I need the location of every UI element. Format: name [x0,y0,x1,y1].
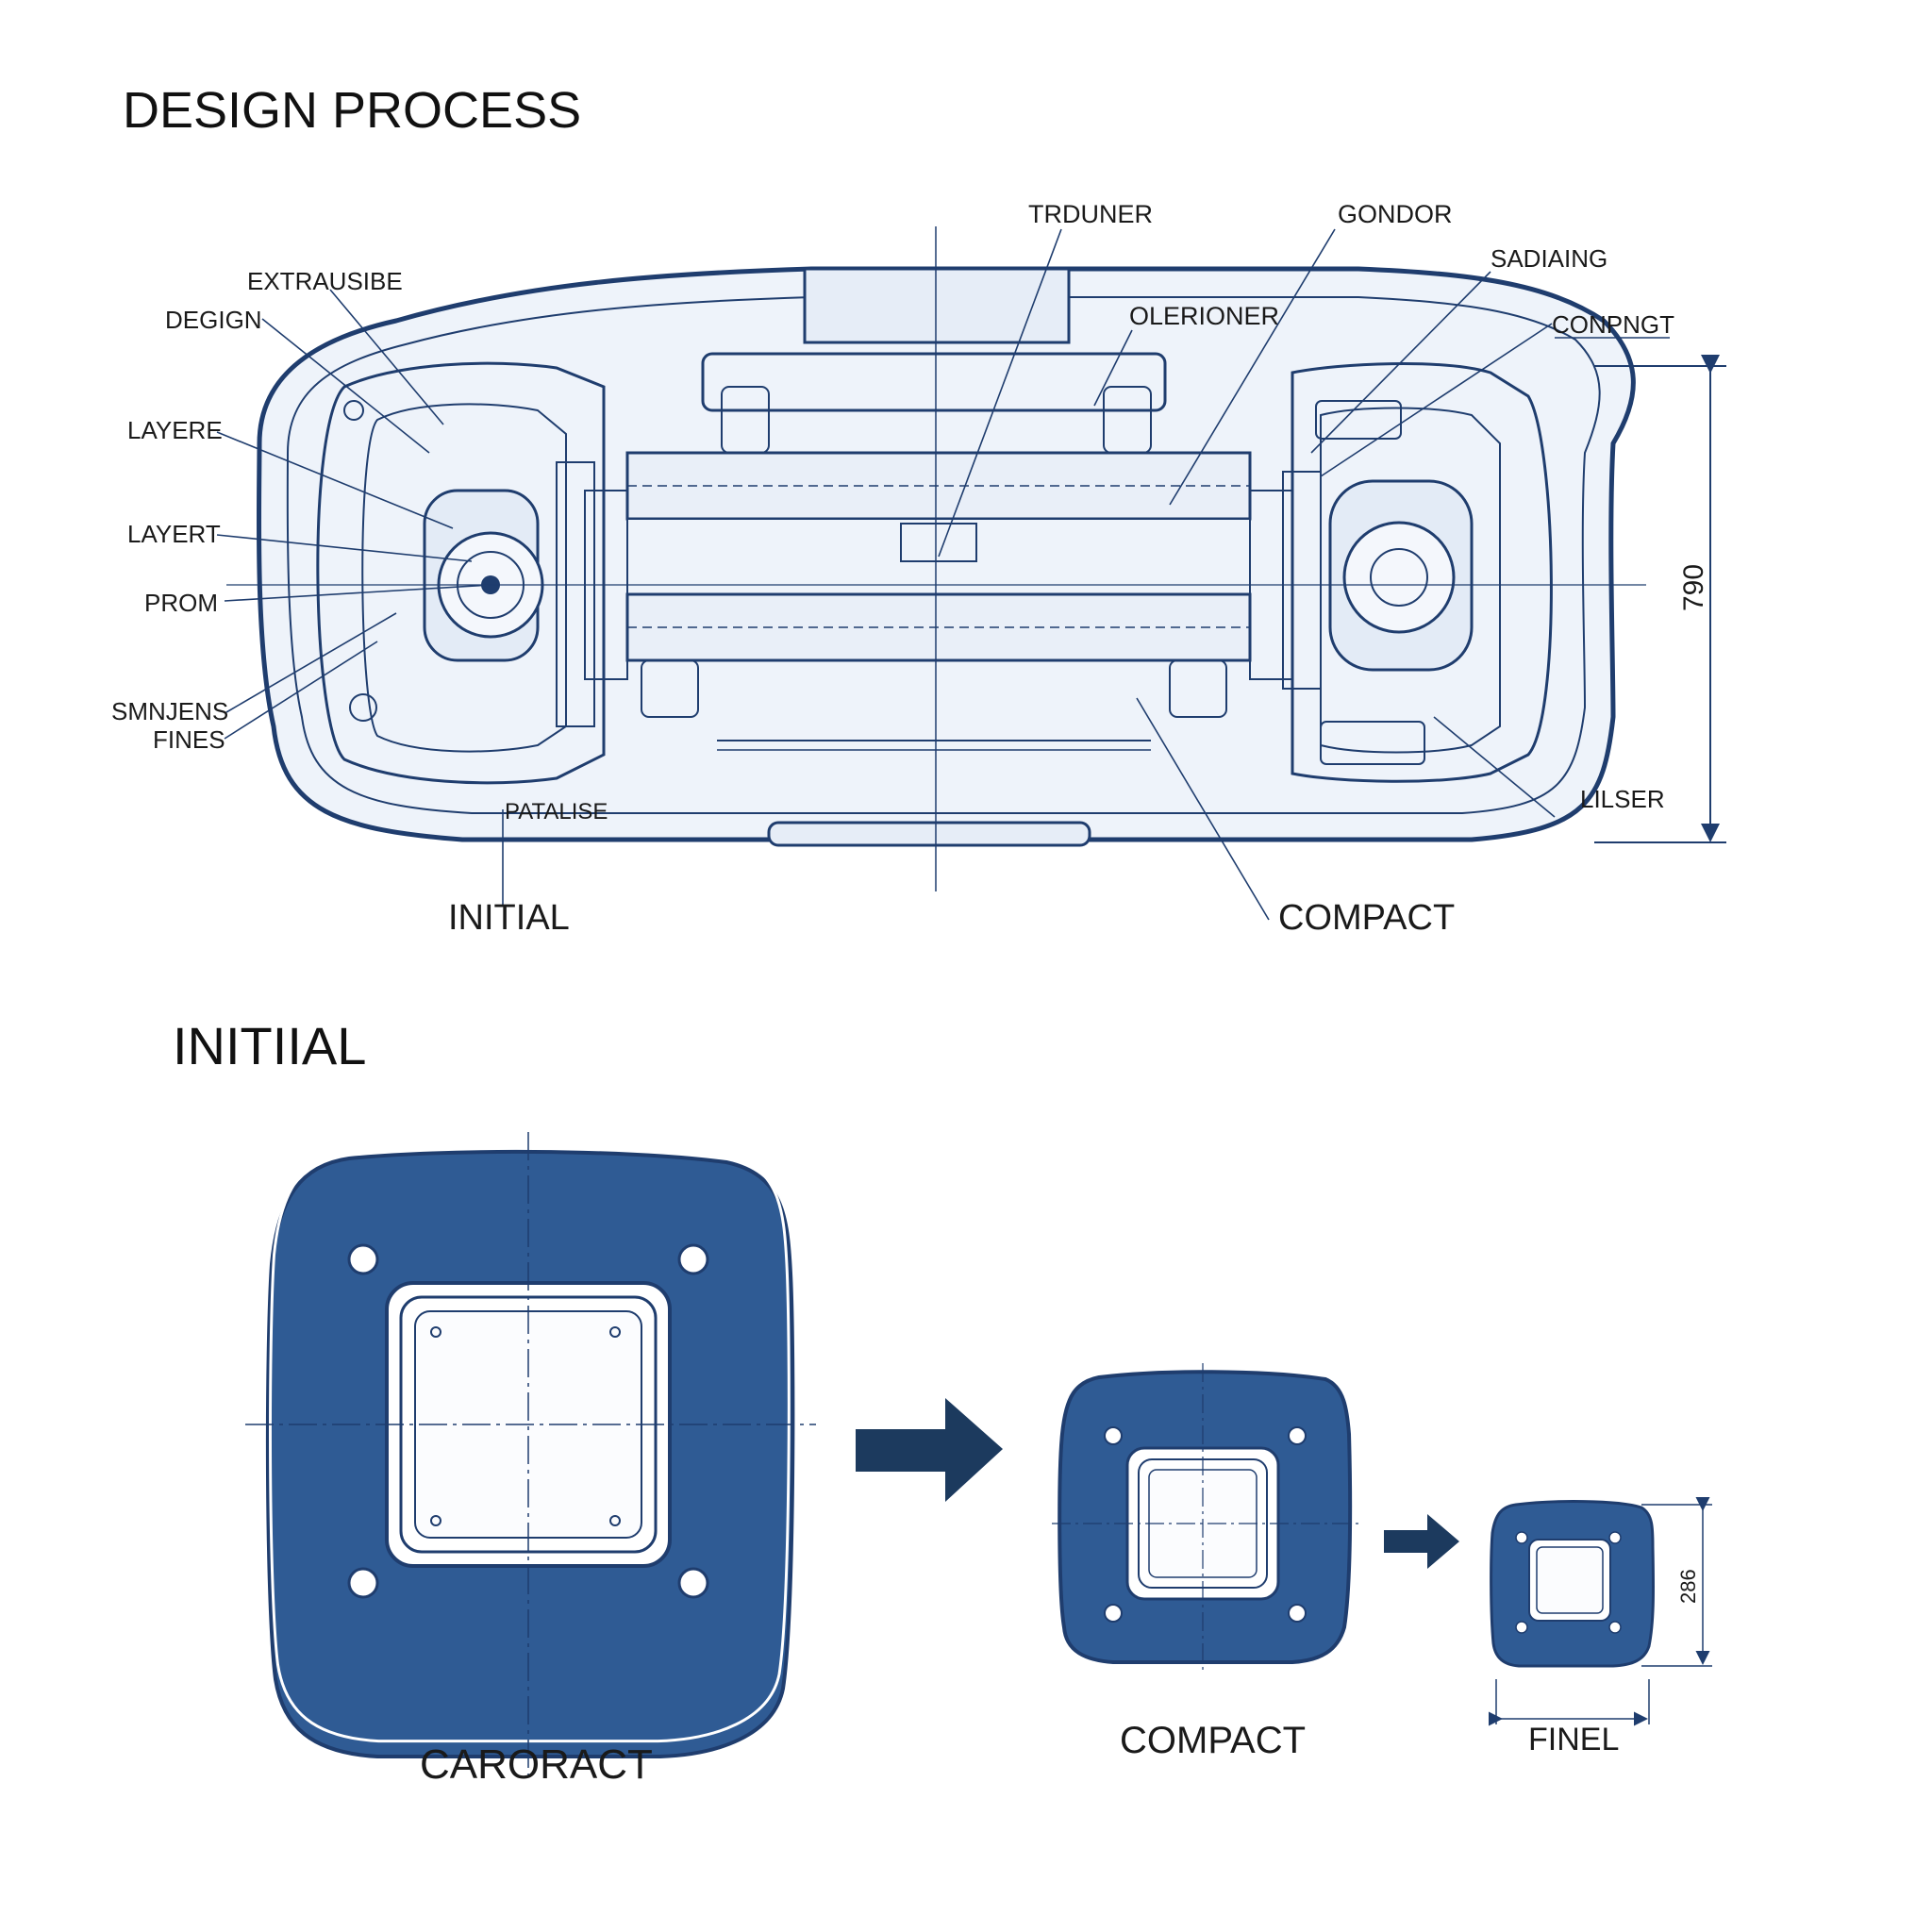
label-layere: LAYERE [127,416,223,444]
label-trduner: TRDUNER [1028,200,1153,228]
top-handle [803,267,1071,344]
label-prom: PROM [144,589,218,617]
label-olerioner: OLERIONER [1129,302,1279,330]
stage-arrow-2 [1384,1514,1459,1569]
device-inner-shell [286,296,1601,814]
label-fines: FINES [153,725,225,754]
dimension-286: 286 [1676,1569,1700,1604]
right-wheel [1342,521,1456,634]
right-chamber [1282,362,1553,783]
leader-lines [216,228,1670,921]
label-smnjens: SMNJENS [111,697,228,725]
top-device-blueprint [226,226,1646,891]
bottom-slot [767,821,1091,847]
top-dimension [1594,355,1726,843]
label-lilser: LILSER [1580,785,1665,813]
heading-initial: INITIIAL [173,1016,366,1075]
label-layert: LAYERT [127,520,221,548]
label-extrausibe: EXTRAUSIBE [247,267,403,295]
stage-label-1: CARORACT [420,1741,653,1788]
label-deigin: DEGIGN [165,306,262,334]
label-initial: INITIAL [448,898,570,938]
stage-arrow-1 [856,1398,1003,1502]
stage-medium-square [1052,1363,1358,1674]
label-sadiaing: SADIAING [1491,244,1607,273]
stage-large-square [245,1132,816,1783]
stage-label-3: FINEL [1528,1722,1619,1757]
label-gondor: GONDOR [1338,200,1453,228]
label-conpngt: CONPNGT [1552,310,1674,339]
central-rails [584,352,1293,751]
stage-label-2: COMPACT [1120,1720,1306,1761]
stage-small-square [1489,1497,1712,1726]
label-patalise: PATALISE [505,799,608,824]
label-compact-top: COMPACT [1278,898,1455,938]
heading-design-process: DESIGN PROCESS [123,82,581,139]
dimension-790: 790 [1678,564,1709,611]
